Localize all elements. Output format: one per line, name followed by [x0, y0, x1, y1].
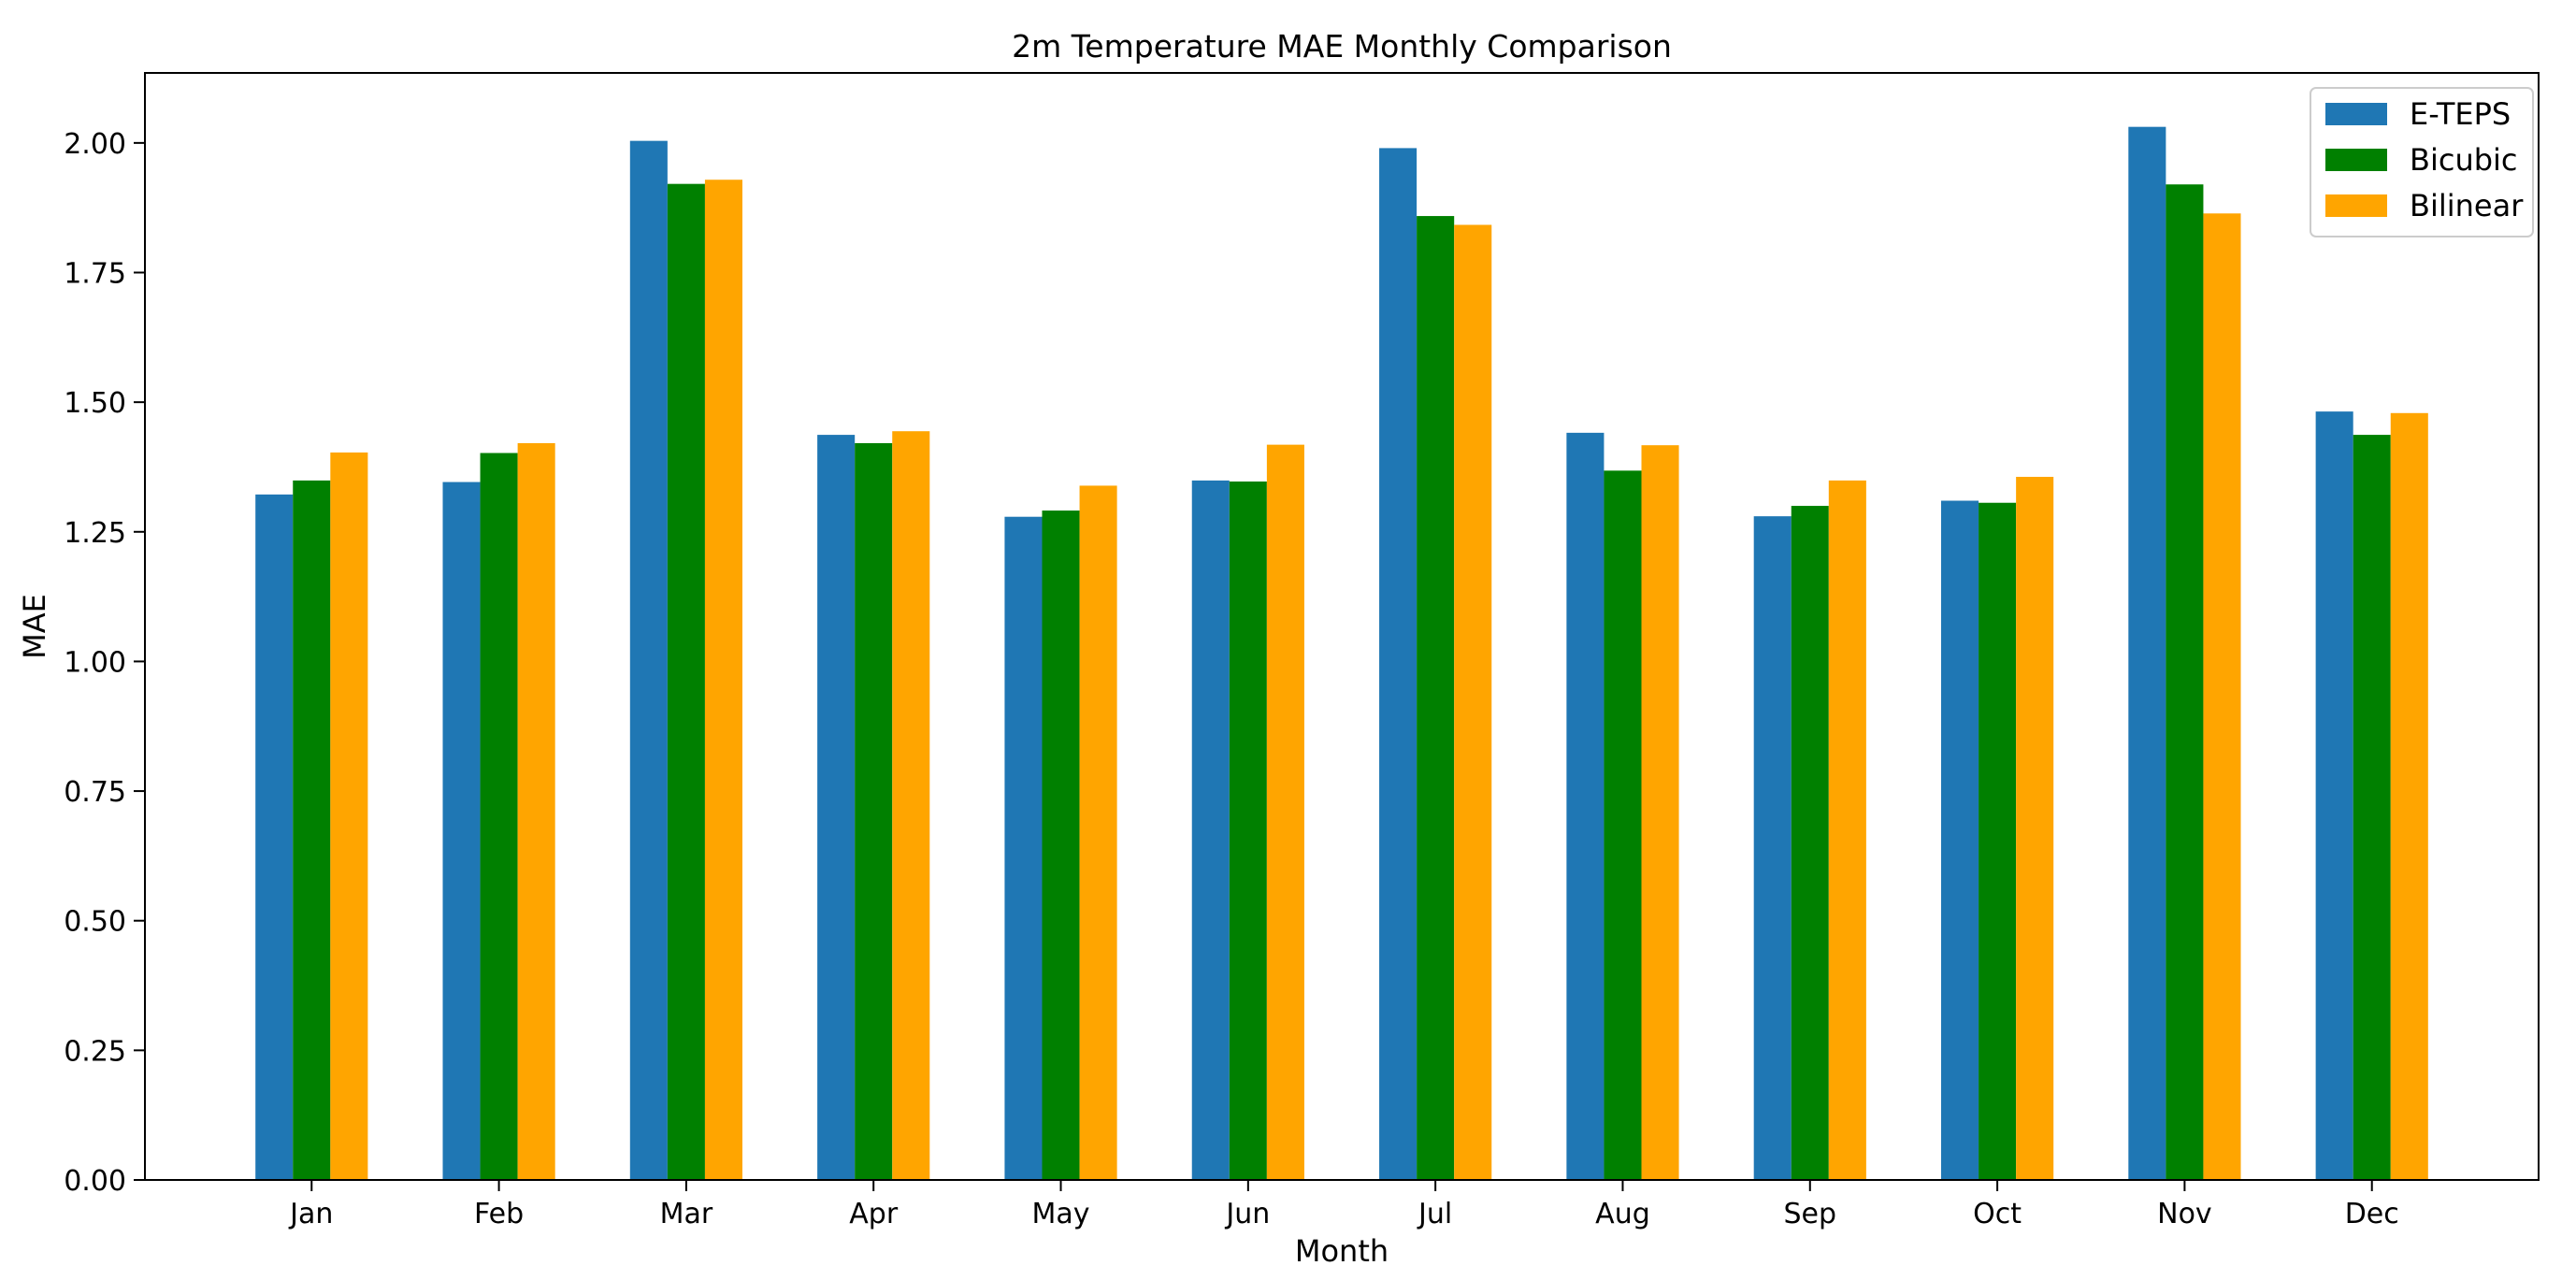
x-tick-label-mar: Mar — [660, 1198, 713, 1230]
legend-label: Bicubic — [2410, 142, 2518, 178]
bar-bicubic-jan — [293, 480, 331, 1180]
y-axis-ticks: 0.00 0.25 0.50 0.75 1.00 1.25 1.50 1.75 2.00 — [64, 128, 145, 1198]
x-axis-ticks: Jan Feb Mar Apr May Jun Jul Aug Sep Oct Nov Dec — [288, 1180, 2399, 1230]
chart-title: 2m Temperature MAE Monthly Comparison — [1012, 28, 1672, 65]
bar-bicubic-feb — [480, 453, 518, 1180]
bar-bicubic-mar — [667, 183, 705, 1181]
bar-bilinear-nov — [2203, 213, 2241, 1180]
x-tick-label-jul: Jul — [1417, 1198, 1452, 1230]
bar-e-teps-jan — [255, 494, 294, 1180]
y-tick-label: 0.00 — [64, 1165, 126, 1198]
bar-bicubic-apr — [855, 442, 893, 1180]
bars-group — [255, 126, 2428, 1181]
y-tick-label: 1.00 — [64, 646, 126, 679]
x-tick-label-aug: Aug — [1595, 1198, 1650, 1230]
bar-bicubic-jul — [1417, 216, 1455, 1180]
bar-e-teps-oct — [1941, 500, 1979, 1180]
bar-bicubic-aug — [1604, 470, 1642, 1181]
bar-bicubic-jun — [1229, 481, 1267, 1180]
bar-e-teps-apr — [817, 435, 856, 1180]
x-tick-label-dec: Dec — [2345, 1198, 2399, 1230]
y-tick-label: 0.25 — [64, 1035, 126, 1068]
bar-e-teps-dec — [2315, 411, 2353, 1180]
legend-swatch-bicubic — [2325, 149, 2387, 171]
x-tick-label-nov: Nov — [2157, 1198, 2212, 1230]
x-tick-label-feb: Feb — [474, 1198, 524, 1230]
x-axis-label: Month — [1295, 1233, 1389, 1269]
legend-label: E-TEPS — [2410, 96, 2511, 132]
bar-bilinear-feb — [517, 442, 555, 1180]
bar-bilinear-jun — [1266, 444, 1304, 1180]
bar-e-teps-jul — [1379, 148, 1418, 1181]
y-tick-label: 0.50 — [64, 906, 126, 939]
x-tick-label-jun: Jun — [1224, 1198, 1270, 1230]
bar-bilinear-mar — [704, 180, 742, 1181]
bar-bicubic-dec — [2353, 435, 2391, 1180]
y-tick-label: 1.75 — [64, 258, 126, 291]
y-tick-label: 2.00 — [64, 128, 126, 161]
legend-swatch-bilinear — [2325, 194, 2387, 217]
y-tick-label: 1.50 — [64, 387, 126, 420]
bar-e-teps-may — [1004, 516, 1043, 1180]
legend-label: Bilinear — [2410, 188, 2524, 223]
x-tick-label-apr: Apr — [849, 1198, 899, 1230]
bar-bilinear-aug — [1641, 445, 1679, 1180]
bar-bilinear-oct — [2016, 477, 2054, 1180]
x-tick-label-may: May — [1032, 1198, 1090, 1230]
bar-e-teps-sep — [1753, 516, 1792, 1180]
legend-swatch-e-teps — [2325, 103, 2387, 125]
bar-e-teps-aug — [1566, 432, 1605, 1180]
x-tick-label-sep: Sep — [1784, 1198, 1837, 1230]
bar-bilinear-jan — [330, 452, 368, 1180]
bar-bicubic-may — [1042, 511, 1080, 1180]
x-tick-label-oct: Oct — [1973, 1198, 2022, 1230]
y-tick-label: 1.25 — [64, 517, 126, 550]
bar-bicubic-oct — [1979, 502, 2017, 1180]
plot-frame — [144, 72, 2540, 1181]
y-axis-label: MAE — [17, 594, 52, 659]
x-tick-label-jan: Jan — [288, 1198, 333, 1230]
bar-bilinear-jul — [1454, 224, 1492, 1181]
bar-e-teps-feb — [442, 482, 481, 1180]
y-tick-label: 0.75 — [64, 776, 126, 809]
bar-e-teps-nov — [2128, 126, 2166, 1181]
bar-bilinear-dec — [2390, 412, 2428, 1180]
bar-bilinear-sep — [1828, 480, 1866, 1180]
bar-e-teps-mar — [629, 140, 668, 1181]
bar-bilinear-apr — [892, 431, 930, 1180]
bar-e-teps-jun — [1191, 480, 1230, 1180]
legend: E-TEPS Bicubic Bilinear — [2310, 87, 2534, 237]
bar-bilinear-may — [1079, 485, 1117, 1180]
bar-bicubic-nov — [2166, 184, 2204, 1181]
bar-bicubic-sep — [1791, 506, 1829, 1180]
